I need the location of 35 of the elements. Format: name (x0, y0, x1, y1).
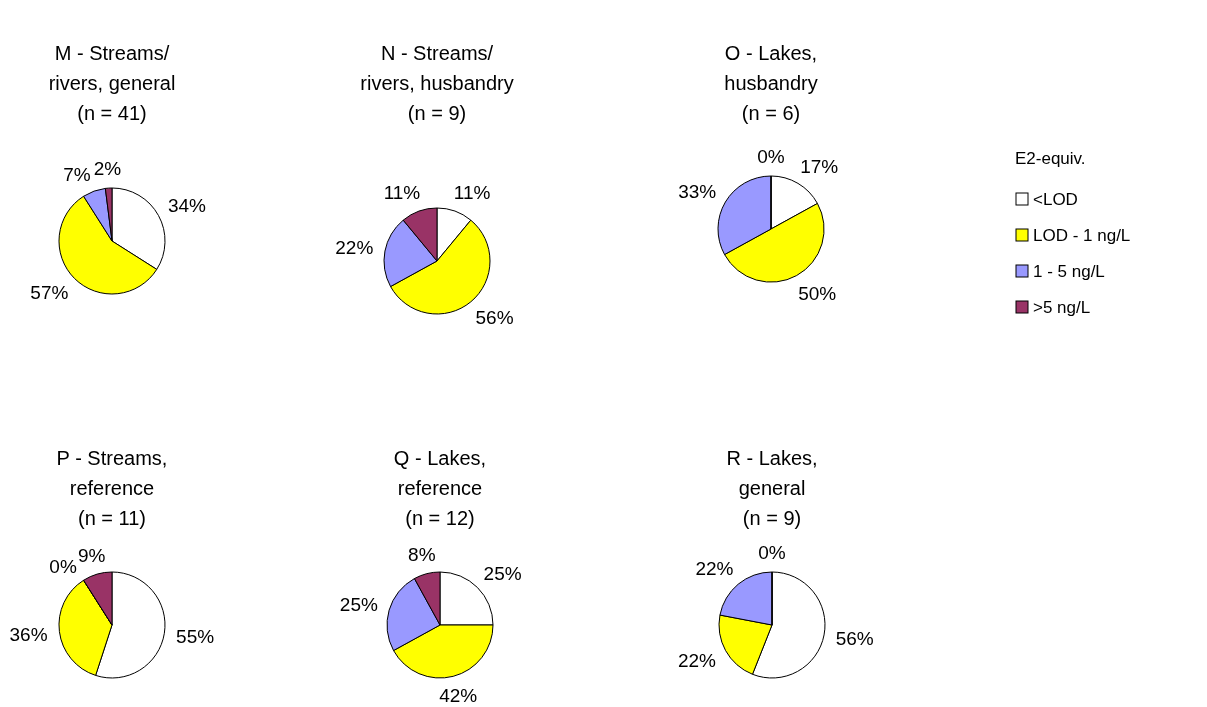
chart-title: P - Streams, reference (n = 11) (56, 447, 168, 529)
legend-label: 1 - 5 ng/L (1033, 261, 1105, 281)
text: 0% (758, 541, 786, 563)
text: 0% (49, 555, 77, 577)
data-label: 11% (383, 181, 421, 203)
data-label: 7% (63, 163, 91, 185)
data-label: 50% (798, 282, 837, 304)
data-label: 11% (453, 181, 491, 203)
data-label: 36% (9, 623, 48, 645)
legend-label: >5 ng/L (1033, 297, 1091, 317)
data-label: 42% (439, 685, 478, 707)
data-label: 56% (835, 628, 874, 650)
data-label: 22% (335, 236, 374, 258)
legend-label: LOD - 1 ng/L (1033, 225, 1131, 245)
text: 0% (757, 145, 785, 167)
data-label: 25% (483, 563, 522, 585)
data-label: 57% (30, 282, 69, 304)
data-label: 17% (800, 155, 839, 177)
data-label: 8% (408, 543, 436, 565)
legend-title: E2-equiv. (1015, 149, 1086, 168)
chart-title: N - Streams/ rivers, husbandry (n = 9) (360, 42, 514, 124)
data-label: 2% (93, 157, 122, 179)
data-label: 9% (77, 544, 106, 566)
data-label: 22% (678, 649, 717, 671)
data-label: 56% (475, 306, 514, 328)
data-label: 55% (176, 626, 215, 648)
chart-title: O - Lakes, husbandry (n = 6) (724, 42, 818, 124)
legend-label: <LOD (1033, 189, 1078, 209)
chart-title: Q - Lakes, reference (n = 12) (393, 447, 487, 529)
data-label: 33% (678, 181, 717, 203)
data-label: 34% (167, 195, 207, 217)
data-label: 22% (695, 558, 734, 580)
chart-title: R - Lakes, general (n = 9) (726, 447, 818, 529)
chart-title: M - Streams/ rivers, general (n = 41) (48, 42, 176, 124)
data-label: 25% (339, 594, 378, 616)
